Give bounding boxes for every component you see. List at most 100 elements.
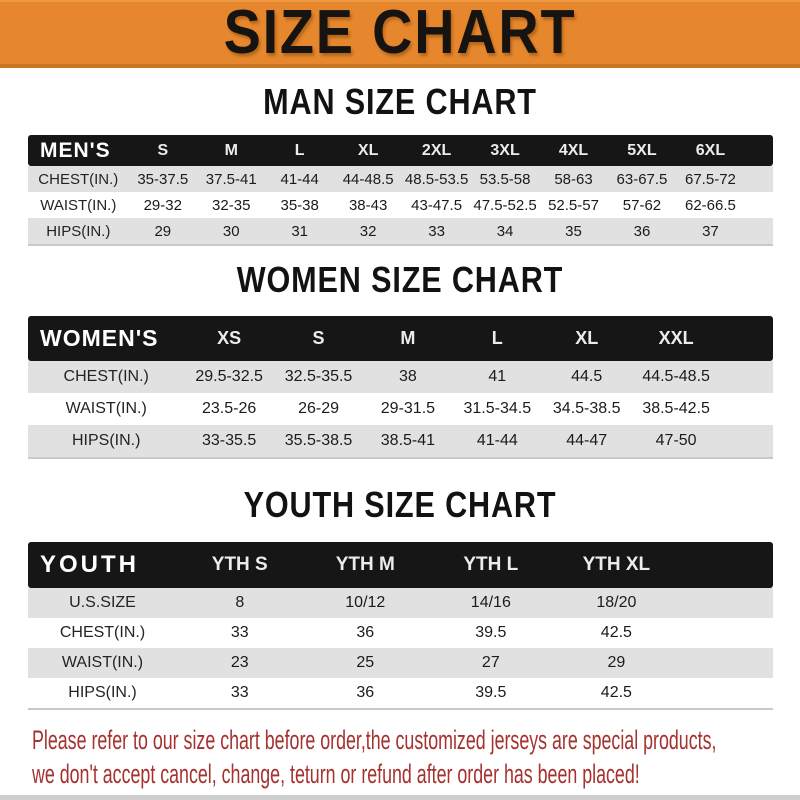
column-header: XL bbox=[333, 135, 403, 166]
cell: 30 bbox=[197, 218, 266, 244]
header-spacer bbox=[720, 316, 773, 361]
row-label: CHEST(IN.) bbox=[28, 166, 129, 192]
cell: 44-47 bbox=[542, 425, 632, 457]
men-section-heading: MAN SIZE CHART bbox=[0, 82, 800, 122]
row-label: WAIST(IN.) bbox=[28, 393, 185, 425]
column-header: M bbox=[363, 316, 453, 361]
cell: 58-63 bbox=[539, 166, 608, 192]
cell: 48.5-53.5 bbox=[402, 166, 471, 192]
cell: 47-50 bbox=[631, 425, 721, 457]
cell: 31 bbox=[265, 218, 334, 244]
table-row: U.S.SIZE 8 10/12 14/16 18/20 bbox=[28, 588, 773, 618]
women-size-table: WOMEN'S XS S M L XL XXL CHEST(IN.) 29.5-32.5 32.5… bbox=[28, 316, 773, 459]
column-header: 2XL bbox=[402, 135, 471, 166]
cell: 14/16 bbox=[428, 588, 554, 618]
heading-text: WOMEN SIZE CHART bbox=[236, 259, 564, 300]
row-spacer bbox=[744, 192, 773, 218]
cell: 38.5-41 bbox=[363, 425, 453, 457]
youth-section-heading: YOUTH SIZE CHART bbox=[0, 485, 800, 525]
column-header: L bbox=[452, 316, 542, 361]
cell: 8 bbox=[177, 588, 303, 618]
cell: 38.5-42.5 bbox=[631, 393, 721, 425]
column-header: YTH M bbox=[302, 542, 429, 588]
bottom-edge-strip bbox=[0, 795, 800, 800]
row-label: CHEST(IN.) bbox=[28, 618, 177, 648]
cell: 44.5-48.5 bbox=[631, 361, 721, 393]
table-row: WAIST(IN.) 29-32 32-35 35-38 38-43 43-47.5 47.… bbox=[28, 192, 773, 218]
row-spacer bbox=[720, 361, 773, 393]
cell: 36 bbox=[302, 678, 429, 708]
cell: 32-35 bbox=[197, 192, 266, 218]
cell: 44-48.5 bbox=[333, 166, 403, 192]
cell: 42.5 bbox=[553, 678, 680, 708]
row-label: WAIST(IN.) bbox=[28, 192, 129, 218]
header-row: YOUTH YTH S YTH M YTH L YTH XL bbox=[28, 542, 773, 588]
cell: 37.5-41 bbox=[197, 166, 266, 192]
row-spacer bbox=[679, 588, 773, 618]
cell: 52.5-57 bbox=[539, 192, 608, 218]
men-size-table: MEN'S S M L XL 2XL 3XL 4XL 5XL 6XL CHEST(IN.) 35-37… bbox=[28, 135, 773, 246]
row-label: HIPS(IN.) bbox=[28, 425, 185, 457]
cell: 35 bbox=[539, 218, 608, 244]
cell: 34.5-38.5 bbox=[542, 393, 632, 425]
cell: 34 bbox=[470, 218, 540, 244]
column-header: M bbox=[197, 135, 266, 166]
column-header: XXL bbox=[631, 316, 721, 361]
cell: 62-66.5 bbox=[676, 192, 745, 218]
column-header: S bbox=[273, 316, 364, 361]
row-label: WAIST(IN.) bbox=[28, 648, 177, 678]
heading-text: MAN SIZE CHART bbox=[263, 81, 537, 122]
table-header-label: MEN'S bbox=[28, 135, 129, 166]
cell: 39.5 bbox=[428, 678, 554, 708]
cell: 32.5-35.5 bbox=[273, 361, 364, 393]
cell: 31.5-34.5 bbox=[452, 393, 542, 425]
youth-size-table: YOUTH YTH S YTH M YTH L YTH XL U.S.SIZE 8 10/12… bbox=[28, 542, 773, 710]
cell: 36 bbox=[302, 618, 429, 648]
table-row: WAIST(IN.) 23.5-26 26-29 29-31.5 31.5-34.5 34… bbox=[28, 393, 773, 425]
cell: 41-44 bbox=[265, 166, 334, 192]
row-label: CHEST(IN.) bbox=[28, 361, 185, 393]
cell: 33 bbox=[402, 218, 471, 244]
column-header: YTH XL bbox=[553, 542, 680, 588]
table-row: CHEST(IN.) 33 36 39.5 42.5 bbox=[28, 618, 773, 648]
cell: 29.5-32.5 bbox=[184, 361, 274, 393]
cell: 35.5-38.5 bbox=[273, 425, 364, 457]
row-label: U.S.SIZE bbox=[28, 588, 177, 618]
disclaimer-line-1: Please refer to our size chart before or… bbox=[32, 725, 717, 755]
size-chart-banner: SIZE CHART bbox=[0, 0, 800, 68]
cell: 57-62 bbox=[607, 192, 677, 218]
cell: 42.5 bbox=[553, 618, 680, 648]
cell: 33 bbox=[177, 678, 303, 708]
cell: 29 bbox=[553, 648, 680, 678]
cell: 33 bbox=[177, 618, 303, 648]
heading-text: YOUTH SIZE CHART bbox=[243, 484, 557, 525]
column-header: S bbox=[128, 135, 198, 166]
row-spacer bbox=[720, 425, 773, 457]
banner-title: SIZE CHART bbox=[223, 0, 577, 67]
row-label: HIPS(IN.) bbox=[28, 678, 177, 708]
cell: 23 bbox=[177, 648, 303, 678]
cell: 26-29 bbox=[273, 393, 364, 425]
header-spacer bbox=[679, 542, 773, 588]
cell: 43-47.5 bbox=[402, 192, 471, 218]
cell: 41 bbox=[452, 361, 542, 393]
table-row: WAIST(IN.) 23 25 27 29 bbox=[28, 648, 773, 678]
cell: 25 bbox=[302, 648, 429, 678]
table-row: HIPS(IN.) 33-35.5 35.5-38.5 38.5-41 41-44 44-… bbox=[28, 425, 773, 457]
cell: 10/12 bbox=[302, 588, 429, 618]
table-row: HIPS(IN.) 33 36 39.5 42.5 bbox=[28, 678, 773, 708]
cell: 32 bbox=[333, 218, 403, 244]
column-header: 3XL bbox=[470, 135, 540, 166]
cell: 37 bbox=[676, 218, 745, 244]
row-spacer bbox=[679, 678, 773, 708]
column-header: L bbox=[265, 135, 334, 166]
column-header: 5XL bbox=[607, 135, 677, 166]
column-header: YTH L bbox=[428, 542, 554, 588]
men-size-section: MEN'S S M L XL 2XL 3XL 4XL 5XL 6XL CHEST(IN.) 35-37… bbox=[0, 135, 800, 246]
row-spacer bbox=[679, 618, 773, 648]
header-row: WOMEN'S XS S M L XL XXL bbox=[28, 316, 773, 361]
cell: 35-37.5 bbox=[128, 166, 198, 192]
column-header: XS bbox=[184, 316, 274, 361]
row-label: HIPS(IN.) bbox=[28, 218, 129, 244]
cell: 41-44 bbox=[452, 425, 542, 457]
